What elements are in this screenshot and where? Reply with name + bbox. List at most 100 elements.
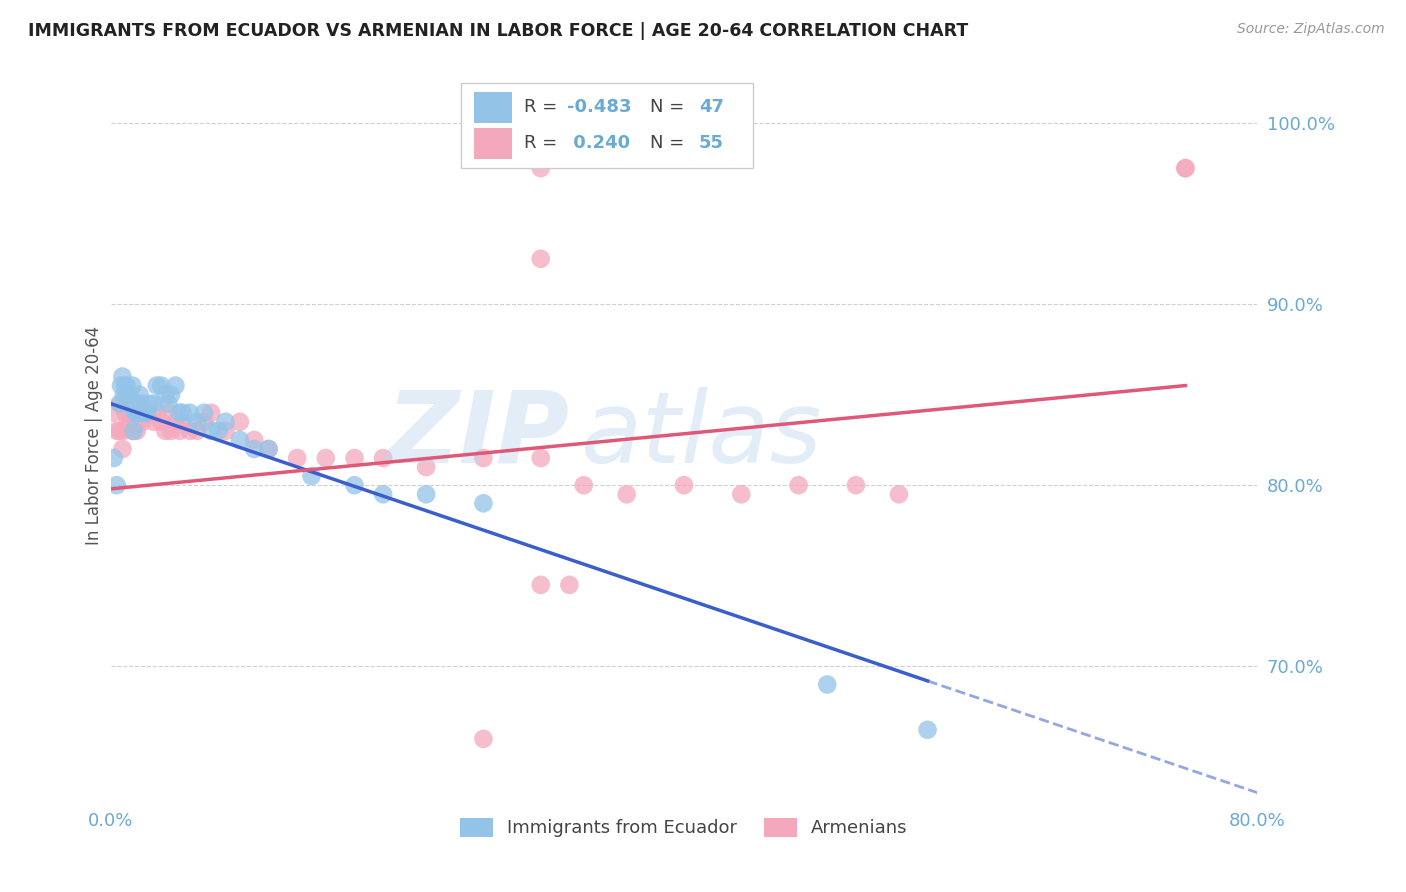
Point [165,415,187,429]
Point [155,387,177,401]
Text: -0.483: -0.483 [567,98,631,117]
Point [200,406,222,420]
Point [207,424,229,438]
Point [165,378,187,392]
Point [114,406,136,420]
Point [193,415,215,429]
FancyBboxPatch shape [461,83,752,168]
Point [115,378,138,392]
Point [131,415,153,429]
Point [135,406,157,420]
Point [179,406,201,420]
Point [373,487,395,501]
Point [142,415,165,429]
Point [125,424,148,438]
Point [103,406,125,420]
Point [120,415,142,429]
Point [150,378,173,392]
Point [257,442,280,456]
Point [124,397,146,411]
Point [343,478,366,492]
Point [887,487,910,501]
Point [146,406,169,420]
Point [110,397,132,411]
Point [111,442,134,456]
Text: R =: R = [523,135,562,153]
Point [558,578,581,592]
Point [128,387,150,401]
Point [108,424,131,438]
Point [472,496,495,510]
Point [193,406,215,420]
Point [243,442,266,456]
Point [179,424,201,438]
Point [150,415,173,429]
Point [127,397,149,411]
Point [243,433,266,447]
Point [787,478,810,492]
Point [157,406,180,420]
Point [815,677,838,691]
Point [108,397,131,411]
Point [169,424,191,438]
Text: N =: N = [650,98,689,117]
Point [530,161,553,176]
Point [138,397,160,411]
Point [172,406,194,420]
Point [169,406,191,420]
Point [105,424,128,438]
Point [135,406,157,420]
Point [572,478,595,492]
Point [415,487,437,501]
Point [103,450,125,465]
Legend: Immigrants from Ecuador, Armenians: Immigrants from Ecuador, Armenians [453,811,915,845]
Point [131,397,153,411]
Point [285,450,308,465]
Point [530,450,553,465]
Point [214,424,236,438]
Text: 55: 55 [699,135,724,153]
Point [172,415,194,429]
Point [111,369,134,384]
Point [129,406,152,420]
Point [155,424,177,438]
Y-axis label: In Labor Force | Age 20-64: In Labor Force | Age 20-64 [86,326,103,545]
Point [616,487,638,501]
Point [142,397,165,411]
Text: atlas: atlas [581,387,823,483]
Text: 0.240: 0.240 [567,135,630,153]
Point [128,406,150,420]
Point [115,387,138,401]
Point [530,578,553,592]
Point [121,424,143,438]
Point [118,387,141,401]
Point [315,450,337,465]
Point [160,387,183,401]
Point [530,252,553,266]
Point [114,378,136,392]
Point [117,415,139,429]
Point [121,378,143,392]
Point [415,460,437,475]
Text: N =: N = [650,135,689,153]
Text: R =: R = [523,98,562,117]
Point [301,469,323,483]
Text: IMMIGRANTS FROM ECUADOR VS ARMENIAN IN LABOR FORCE | AGE 20-64 CORRELATION CHART: IMMIGRANTS FROM ECUADOR VS ARMENIAN IN L… [28,22,969,40]
Point [120,397,142,411]
Point [472,731,495,746]
Point [146,378,169,392]
Point [1174,161,1197,176]
Point [472,450,495,465]
Point [845,478,868,492]
Point [186,424,208,438]
Point [129,406,152,420]
Point [160,424,183,438]
Point [112,387,135,401]
Text: 47: 47 [699,98,724,117]
Point [105,478,128,492]
Point [214,415,236,429]
Point [373,450,395,465]
Point [672,478,695,492]
Point [200,424,222,438]
Point [186,415,208,429]
